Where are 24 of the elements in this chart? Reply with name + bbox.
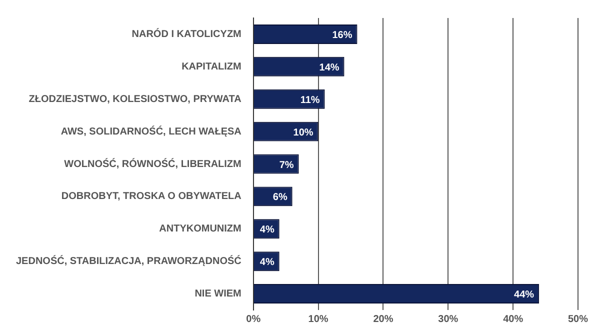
data-label: 16% xyxy=(332,30,352,41)
y-tick-label: AWS, SOLIDARNOŚĆ, LECH WAŁĘSA xyxy=(60,125,242,138)
data-label: 4% xyxy=(260,257,274,268)
x-tick-label: 10% xyxy=(308,314,328,325)
y-tick-label: WOLNOŚĆ, RÓWNOŚĆ, LIBERALIZM xyxy=(64,158,242,170)
data-label: 7% xyxy=(279,160,294,171)
data-label: 6% xyxy=(272,192,288,204)
x-tick-label: 20% xyxy=(373,314,394,325)
x-tick-label: 30% xyxy=(438,314,458,325)
data-label: 44% xyxy=(514,290,534,301)
x-tick-label: 40% xyxy=(503,314,524,325)
data-label: 11% xyxy=(300,94,320,106)
data-label: 10% xyxy=(293,127,314,138)
y-tick-label: NIE WIEM xyxy=(194,288,242,300)
y-tick-label: ZŁODZIEJSTWO, KOLESIOSTWO, PRYWATA xyxy=(28,94,242,105)
y-tick-label: NARÓD I KATOLICYZM xyxy=(132,28,242,40)
x-tick-label: 0% xyxy=(246,314,261,325)
data-label: 14% xyxy=(319,62,340,74)
x-tick-label: 50% xyxy=(568,314,588,325)
y-tick-label: JEDNOŚĆ, STABILIZACJA, PRAWORZĄDNOŚĆ xyxy=(16,255,242,268)
y-tick-label: KAPITALIZM xyxy=(182,61,242,72)
y-tick-label: ANTYKOMUNIZM xyxy=(159,224,242,235)
data-label: 4% xyxy=(260,224,274,236)
y-tick-label: DOBROBYT, TROSKA O OBYWATELA xyxy=(61,191,242,202)
